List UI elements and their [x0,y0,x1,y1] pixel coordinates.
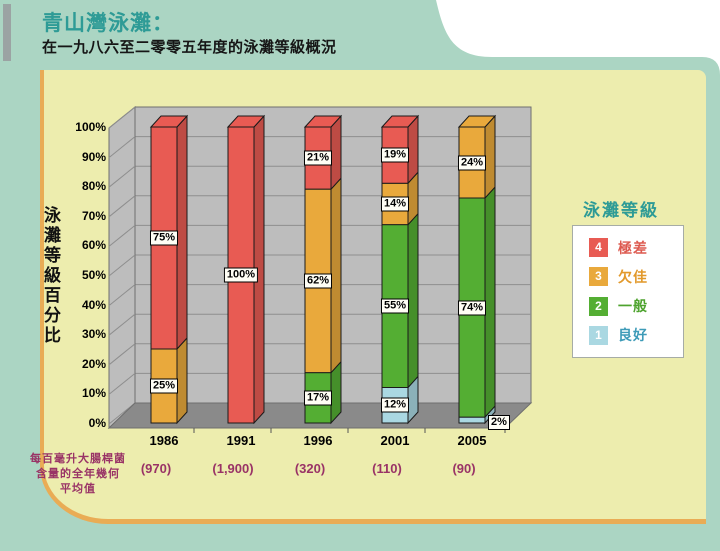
legend-title: 泳灘等級 [583,201,659,220]
legend-item: 2 一般 [589,296,679,316]
y-axis-title: 泳灘等級百分比 [41,206,60,346]
legend-item: 3 欠佳 [589,267,679,287]
legend: 4 極差 3 欠佳 2 一般 1 良好 [572,225,684,358]
footnote-label-line: 平均值 [60,483,96,495]
legend-label: 欠佳 [618,268,648,285]
page-subtitle: 在一九八六至二零零五年度的泳灘等級概況 [42,39,337,56]
legend-swatch: 2 [589,296,608,316]
legend-item: 1 良好 [589,325,679,345]
legend-item: 4 極差 [589,238,679,258]
legend-label: 極差 [618,239,648,256]
legend-label: 良好 [618,327,648,344]
legend-swatch: 1 [589,325,608,345]
footnote-label: 每百毫升大腸桿菌 含量的全年幾何 平均值 [12,452,144,497]
page-title: 青山灣泳灘： [42,12,174,35]
legend-label: 一般 [618,298,648,315]
footnote-label-line: 每百毫升大腸桿菌 [30,453,126,465]
legend-swatch: 3 [589,267,608,287]
header-accent-bar [3,4,11,61]
footnote-label-line: 含量的全年幾何 [36,468,120,480]
legend-swatch: 4 [589,238,608,258]
